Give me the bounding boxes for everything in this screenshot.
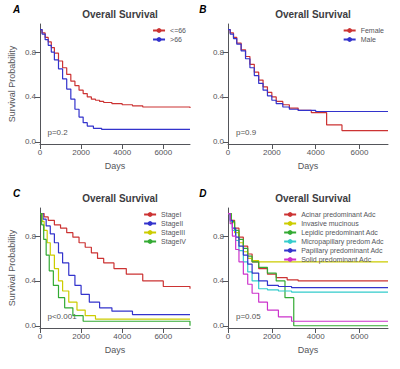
svg-text:0.0: 0.0: [25, 137, 37, 146]
svg-text:Male: Male: [361, 36, 376, 43]
svg-text:p<0.001: p<0.001: [47, 311, 77, 321]
svg-text:4000: 4000: [113, 148, 131, 157]
svg-text:Survival Probability: Survival Probability: [7, 229, 17, 306]
svg-text:Days: Days: [298, 161, 319, 171]
svg-text:4000: 4000: [307, 332, 325, 341]
svg-text:D: D: [199, 188, 206, 199]
svg-text:Survival Probability: Survival Probability: [7, 45, 17, 122]
svg-text:Overall Survival: Overall Survival: [275, 9, 351, 20]
svg-text:Invasive mucinous: Invasive mucinous: [301, 220, 359, 227]
svg-text:p=0.05: p=0.05: [236, 312, 261, 321]
svg-text:C: C: [13, 188, 21, 199]
svg-text:0.4: 0.4: [213, 276, 225, 285]
svg-text:B: B: [199, 4, 206, 15]
svg-text:2000: 2000: [263, 332, 281, 341]
svg-text:0.0: 0.0: [25, 321, 37, 330]
svg-text:0.8: 0.8: [25, 48, 37, 57]
svg-text:>66: >66: [170, 36, 182, 43]
svg-text:0: 0: [38, 332, 43, 341]
svg-text:A: A: [12, 4, 20, 15]
svg-text:4000: 4000: [113, 332, 131, 341]
svg-text:6000: 6000: [351, 332, 369, 341]
svg-text:6000: 6000: [154, 148, 172, 157]
svg-text:StageI: StageI: [161, 211, 181, 219]
svg-text:2000: 2000: [263, 148, 281, 157]
svg-text:Papillary predominant Adc: Papillary predominant Adc: [301, 247, 383, 255]
svg-text:StageII: StageII: [161, 220, 183, 228]
svg-text:Female: Female: [361, 27, 384, 34]
svg-text:Lepidic predominant Adc: Lepidic predominant Adc: [301, 229, 378, 237]
svg-text:Acinar predominant Adc: Acinar predominant Adc: [301, 211, 376, 219]
svg-text:StageIII: StageIII: [161, 229, 185, 237]
svg-text:6000: 6000: [351, 148, 369, 157]
svg-text:Overall Survival: Overall Survival: [82, 193, 158, 204]
svg-text:0: 0: [226, 148, 231, 157]
svg-text:Overall Survival: Overall Survival: [275, 193, 351, 204]
svg-text:0.8: 0.8: [25, 232, 37, 241]
svg-text:Overall Survival: Overall Survival: [82, 9, 158, 20]
svg-text:0.4: 0.4: [25, 92, 37, 101]
svg-text:0.0: 0.0: [213, 137, 225, 146]
svg-text:2000: 2000: [72, 332, 90, 341]
svg-text:0: 0: [226, 332, 231, 341]
svg-text:Days: Days: [105, 161, 126, 171]
svg-text:Days: Days: [298, 345, 319, 355]
svg-text:p=0.9: p=0.9: [236, 128, 257, 137]
svg-text:0.4: 0.4: [25, 276, 37, 285]
svg-text:Micropapillary predom Adc: Micropapillary predom Adc: [301, 238, 384, 246]
svg-text:0.8: 0.8: [213, 48, 225, 57]
svg-text:4000: 4000: [307, 148, 325, 157]
svg-text:Days: Days: [105, 345, 126, 355]
svg-text:6000: 6000: [154, 332, 172, 341]
svg-text:p=0.2: p=0.2: [48, 128, 69, 137]
svg-text:0.4: 0.4: [213, 92, 225, 101]
svg-text:0.8: 0.8: [213, 232, 225, 241]
svg-text:<=66: <=66: [170, 27, 186, 34]
svg-text:0.0: 0.0: [213, 321, 225, 330]
svg-text:0: 0: [38, 148, 43, 157]
svg-text:StageIV: StageIV: [161, 238, 186, 246]
svg-text:2000: 2000: [72, 148, 90, 157]
svg-text:Solid predominant Adc: Solid predominant Adc: [301, 256, 372, 264]
